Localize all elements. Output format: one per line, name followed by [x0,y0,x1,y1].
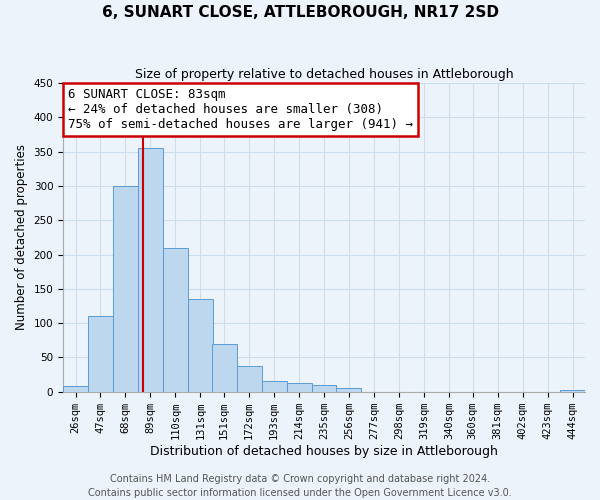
Y-axis label: Number of detached properties: Number of detached properties [15,144,28,330]
Bar [113,186,138,392]
Bar [337,388,361,392]
Text: Contains HM Land Registry data © Crown copyright and database right 2024.
Contai: Contains HM Land Registry data © Crown c… [88,474,512,498]
Bar [560,390,585,392]
Bar [236,366,262,392]
Bar [311,385,337,392]
Text: 6 SUNART CLOSE: 83sqm
← 24% of detached houses are smaller (308)
75% of semi-det: 6 SUNART CLOSE: 83sqm ← 24% of detached … [68,88,413,130]
Title: Size of property relative to detached houses in Attleborough: Size of property relative to detached ho… [135,68,514,80]
Bar [188,299,213,392]
Bar [163,248,188,392]
Bar [287,383,311,392]
Bar [262,382,287,392]
Text: 6, SUNART CLOSE, ATTLEBOROUGH, NR17 2SD: 6, SUNART CLOSE, ATTLEBOROUGH, NR17 2SD [101,5,499,20]
Bar [138,148,163,392]
Bar [212,344,236,392]
Bar [63,386,88,392]
X-axis label: Distribution of detached houses by size in Attleborough: Distribution of detached houses by size … [150,444,498,458]
Bar [88,316,113,392]
